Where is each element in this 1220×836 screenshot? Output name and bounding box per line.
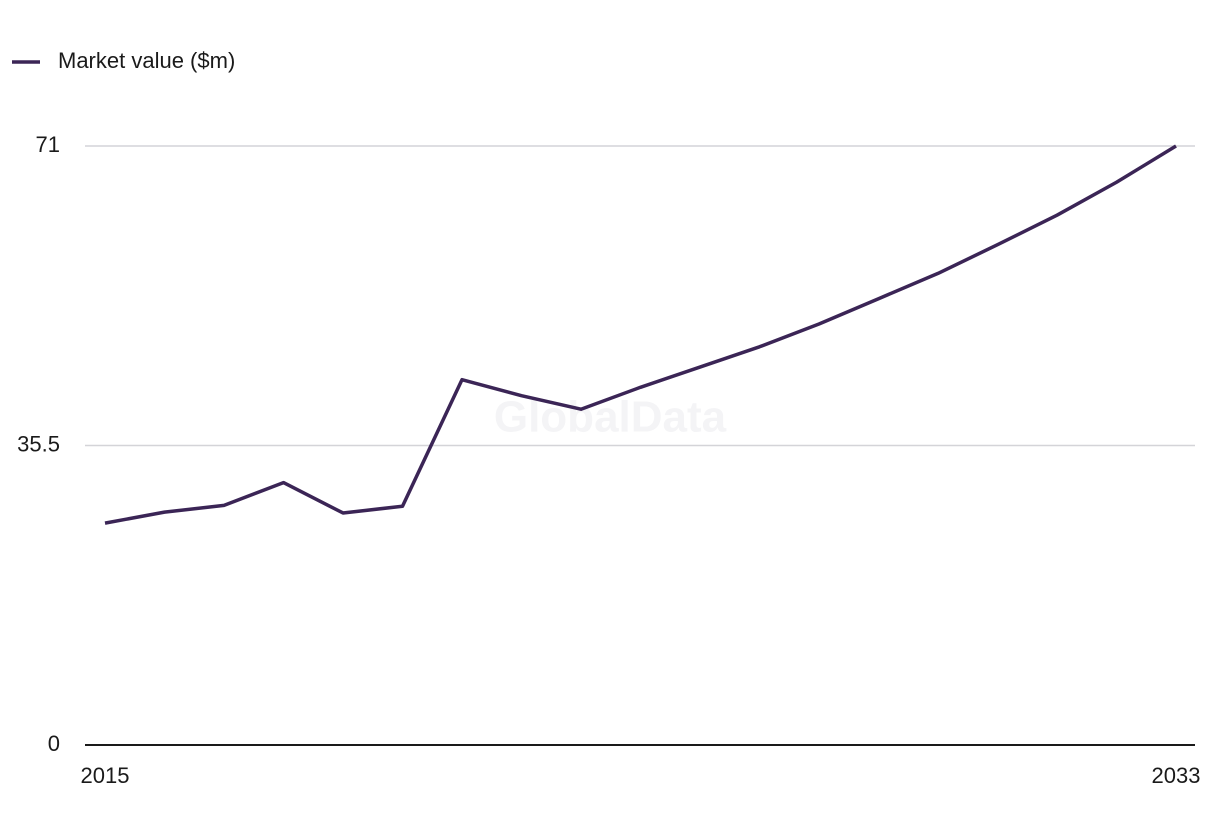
watermark: GlobalData bbox=[494, 393, 727, 442]
y-tick-label: 0 bbox=[48, 731, 60, 756]
y-tick-label: 35.5 bbox=[17, 431, 60, 456]
x-tick-label: 2015 bbox=[81, 763, 130, 788]
line bbox=[104, 144, 1177, 525]
legend-label: Market value ($m) bbox=[58, 48, 235, 73]
x-tick-label: 2033 bbox=[1152, 763, 1201, 788]
y-tick-label: 71 bbox=[36, 132, 60, 157]
